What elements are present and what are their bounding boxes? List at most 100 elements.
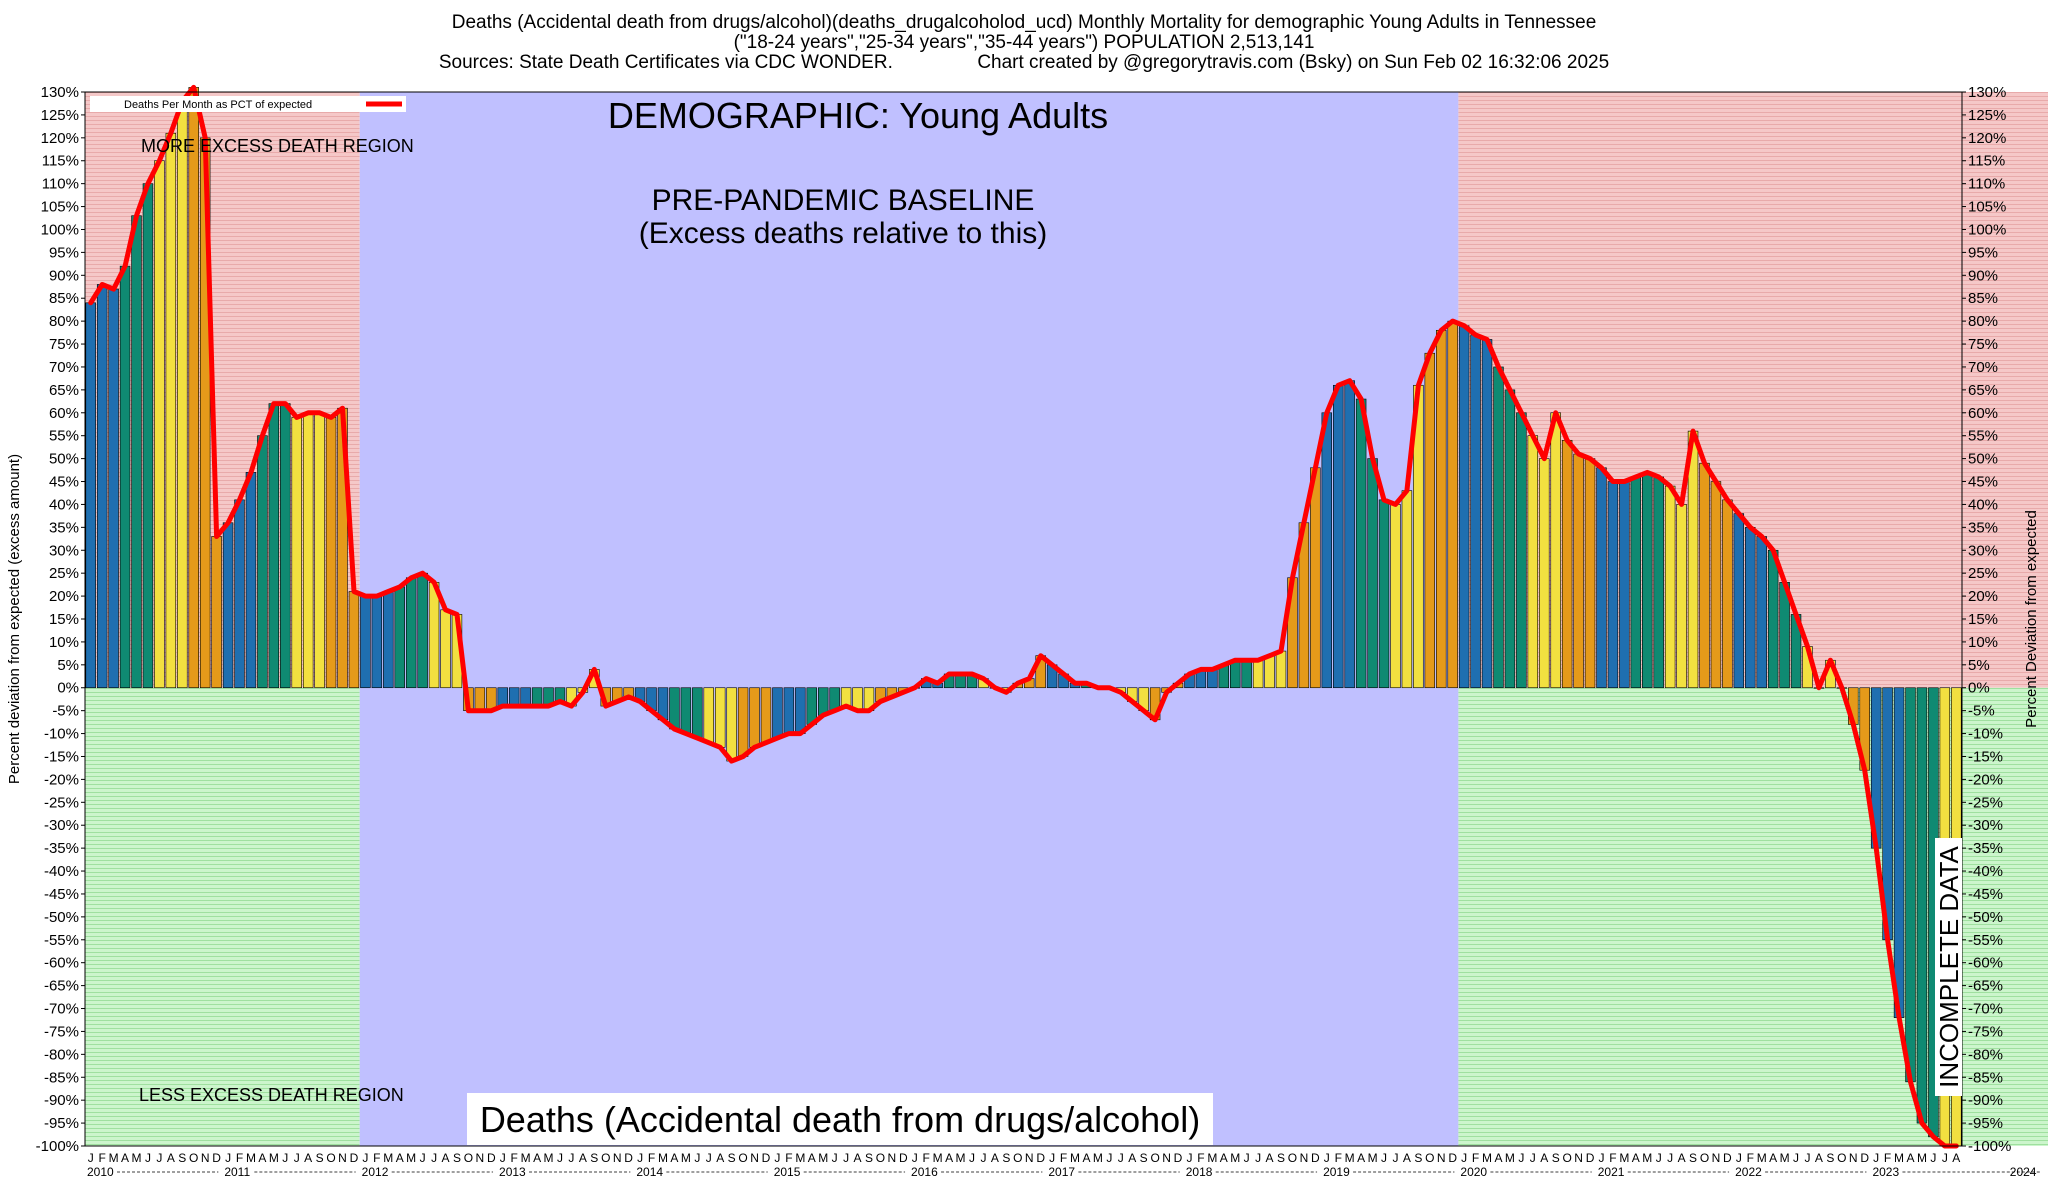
x-month-label: S — [1277, 1151, 1285, 1165]
y-tick-label-left: 95% — [49, 244, 79, 261]
x-month-label: S — [728, 1151, 736, 1165]
y-tick-label-left: 60% — [49, 405, 79, 422]
bar — [1458, 325, 1470, 689]
x-month-label: O — [1150, 1151, 1159, 1165]
bar — [772, 687, 783, 739]
x-month-label: M — [956, 1151, 966, 1165]
bar — [1573, 453, 1584, 689]
x-month-label: O — [1013, 1151, 1022, 1165]
y-tick-label-right: 55% — [1968, 428, 1998, 445]
y-tick-label-right: 10% — [1968, 634, 1998, 651]
bar — [1905, 687, 1916, 1083]
bar — [394, 586, 405, 689]
x-month-label: A — [1357, 1151, 1365, 1165]
bar — [726, 687, 737, 762]
y-tick-label-right: 30% — [1968, 542, 1998, 559]
bar — [680, 687, 692, 734]
y-tick-label-left: -30% — [44, 817, 79, 834]
x-month-label: D — [350, 1151, 359, 1165]
x-month-label: N — [1162, 1151, 1171, 1165]
x-month-label: J — [282, 1151, 288, 1165]
chart-title: DEMOGRAPHIC: Young Adults — [608, 95, 1108, 136]
x-month-label: S — [1140, 1151, 1148, 1165]
x-month-label: J — [774, 1151, 780, 1165]
y-tick-label-left: 5% — [57, 657, 79, 674]
y-tick-label-right: 120% — [1968, 130, 2006, 147]
y-tick-label-right: -65% — [1968, 978, 2003, 995]
y-tick-label-right: -30% — [1968, 817, 2003, 834]
x-month-label: J — [557, 1151, 563, 1165]
x-month-label: A — [396, 1151, 404, 1165]
x-year-label: 2023 — [1872, 1165, 1899, 1179]
bar — [760, 687, 772, 744]
x-month-label: S — [178, 1151, 186, 1165]
x-month-label: M — [406, 1151, 416, 1165]
y-tick-label-left: 75% — [49, 336, 79, 353]
bar — [795, 687, 806, 734]
y-tick-label-left: 10% — [49, 634, 79, 651]
x-month-label: M — [1070, 1151, 1080, 1165]
bar — [783, 687, 795, 734]
x-month-label: J — [1244, 1151, 1250, 1165]
x-month-label: O — [1562, 1151, 1571, 1165]
bar — [1504, 389, 1516, 689]
baseline-label: PRE-PANDEMIC BASELINE — [652, 184, 1035, 217]
x-month-label: D — [762, 1151, 771, 1165]
bar — [1596, 467, 1607, 689]
bar — [177, 100, 188, 689]
bottom-title-box — [467, 1093, 1213, 1145]
x-month-label: J — [420, 1151, 426, 1165]
x-month-label: A — [670, 1151, 678, 1165]
bar — [1916, 687, 1928, 1124]
legend-box — [90, 96, 406, 112]
bar — [360, 595, 371, 689]
x-month-label: M — [795, 1151, 805, 1165]
x-month-label: M — [681, 1151, 691, 1165]
bar — [428, 582, 440, 689]
x-month-label: A — [533, 1151, 541, 1165]
y-tick-label-right: -85% — [1968, 1069, 2003, 1086]
axes: -100% -100% -95% -95% -90% -90% -85% -85% -80% -8… — [6, 84, 2040, 1179]
chart-title-line-1: Deaths (Accidental death from drugs/alco… — [451, 12, 1597, 33]
x-month-label: J — [969, 1151, 975, 1165]
x-month-label: F — [1609, 1151, 1616, 1165]
y-tick-label-right: 125% — [1968, 107, 2006, 124]
y-tick-label-left: 20% — [49, 588, 79, 605]
x-month-label: M — [1757, 1151, 1767, 1165]
y-tick-label-right: -45% — [1968, 886, 2003, 903]
y-tick-label-right: -40% — [1968, 863, 2003, 880]
bar — [1252, 659, 1264, 689]
x-month-label: J — [156, 1151, 162, 1165]
y-tick-label-right: 70% — [1968, 359, 1998, 376]
x-month-label: N — [888, 1151, 897, 1165]
x-month-label: A — [579, 1151, 587, 1165]
bar — [234, 499, 245, 689]
y-tick-label-right: 65% — [1968, 382, 1998, 399]
y-tick-label-left: 50% — [49, 451, 79, 468]
x-month-label: J — [1530, 1151, 1536, 1165]
y-tick-label-right: -50% — [1968, 909, 2003, 926]
bar — [840, 687, 852, 707]
bar — [1344, 380, 1355, 689]
bar — [245, 472, 257, 689]
legend: Deaths Per Month as PCT of expected — [90, 96, 406, 112]
y-tick-label-right: 80% — [1968, 313, 1998, 330]
x-month-label: S — [316, 1151, 324, 1165]
x-month-label: A — [304, 1151, 312, 1165]
x-month-label: M — [383, 1151, 393, 1165]
bar — [417, 572, 428, 689]
bar — [1470, 334, 1481, 689]
bar — [1493, 366, 1504, 689]
bar — [1367, 458, 1378, 689]
bar — [1653, 476, 1664, 689]
x-month-label: A — [1266, 1151, 1274, 1165]
x-year-label: 2012 — [362, 1165, 389, 1179]
x-month-label: O — [876, 1151, 885, 1165]
y-tick-label-left: 25% — [49, 565, 79, 582]
x-month-label: M — [1230, 1151, 1240, 1165]
y-tick-label-right: -95% — [1968, 1115, 2003, 1132]
x-month-label: O — [464, 1151, 473, 1165]
bar — [1893, 687, 1905, 1018]
y-tick-label-right: -70% — [1968, 1001, 2003, 1018]
x-month-label: J — [832, 1151, 838, 1165]
